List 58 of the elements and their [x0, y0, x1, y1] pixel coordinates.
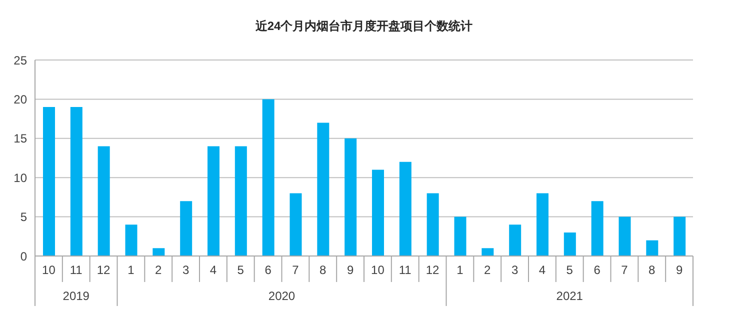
x-tick-label: 3 [182, 263, 190, 277]
x-tick-label: 5 [566, 263, 574, 277]
bar [454, 216, 466, 256]
text: 2019 [62, 289, 90, 303]
x-tick-label: 11 [398, 263, 412, 277]
x-tick-label: 6 [264, 263, 272, 277]
x-tick-label: 8 [648, 263, 656, 277]
x-tick-label: 2 [155, 263, 162, 277]
x-tick-label: 6 [594, 263, 601, 277]
y-tick-label: 25 [14, 53, 28, 68]
bar [317, 122, 330, 256]
x-tick-label: 7 [292, 263, 300, 277]
x-tick-label: 10 [42, 263, 56, 277]
bar [208, 146, 220, 256]
bar [152, 248, 165, 256]
bar [290, 193, 302, 256]
chart-title: 近24个月内烟台市月度开盘项目个数统计 [254, 19, 473, 33]
bar [618, 216, 631, 256]
x-tick-label: 12 [426, 263, 440, 277]
bar [372, 170, 384, 256]
bar [674, 216, 686, 256]
bar [426, 193, 439, 256]
bar [43, 107, 55, 256]
x-tick-label: 9 [346, 263, 354, 277]
bar [482, 248, 494, 256]
x-tick-label: 4 [538, 263, 546, 277]
bar [234, 146, 247, 256]
bar [344, 138, 357, 256]
y-tick-label: 10 [14, 170, 28, 185]
bar [70, 107, 82, 256]
x-tick-label: 5 [237, 263, 244, 277]
x-tick-label: 9 [676, 263, 683, 277]
bar [591, 201, 604, 256]
bar [509, 224, 522, 256]
y-tick-label: 5 [20, 210, 28, 224]
x-tick-label: 2 [484, 263, 492, 277]
bar [646, 240, 658, 256]
y-tick-label: 0 [20, 249, 28, 264]
x-tick-label: 1 [128, 263, 135, 277]
x-tick-label: 7 [621, 263, 628, 277]
bar [125, 224, 138, 256]
bar [262, 99, 274, 256]
text: 2020 [268, 289, 296, 303]
x-tick-label: 8 [320, 263, 327, 277]
x-tick-label: 1 [456, 263, 464, 277]
text: 2021 [556, 289, 584, 303]
bar [98, 146, 110, 256]
bar [564, 232, 576, 256]
bar [536, 193, 548, 256]
x-tick-label: 10 [371, 263, 385, 277]
y-tick-label: 15 [14, 132, 28, 146]
x-tick-label: 11 [70, 263, 83, 277]
bar [399, 162, 412, 256]
x-tick-label: 4 [210, 263, 217, 277]
y-tick-label: 20 [14, 92, 28, 106]
x-tick-label: 3 [511, 263, 518, 277]
bar [180, 201, 192, 256]
x-tick-label: 12 [96, 263, 111, 277]
